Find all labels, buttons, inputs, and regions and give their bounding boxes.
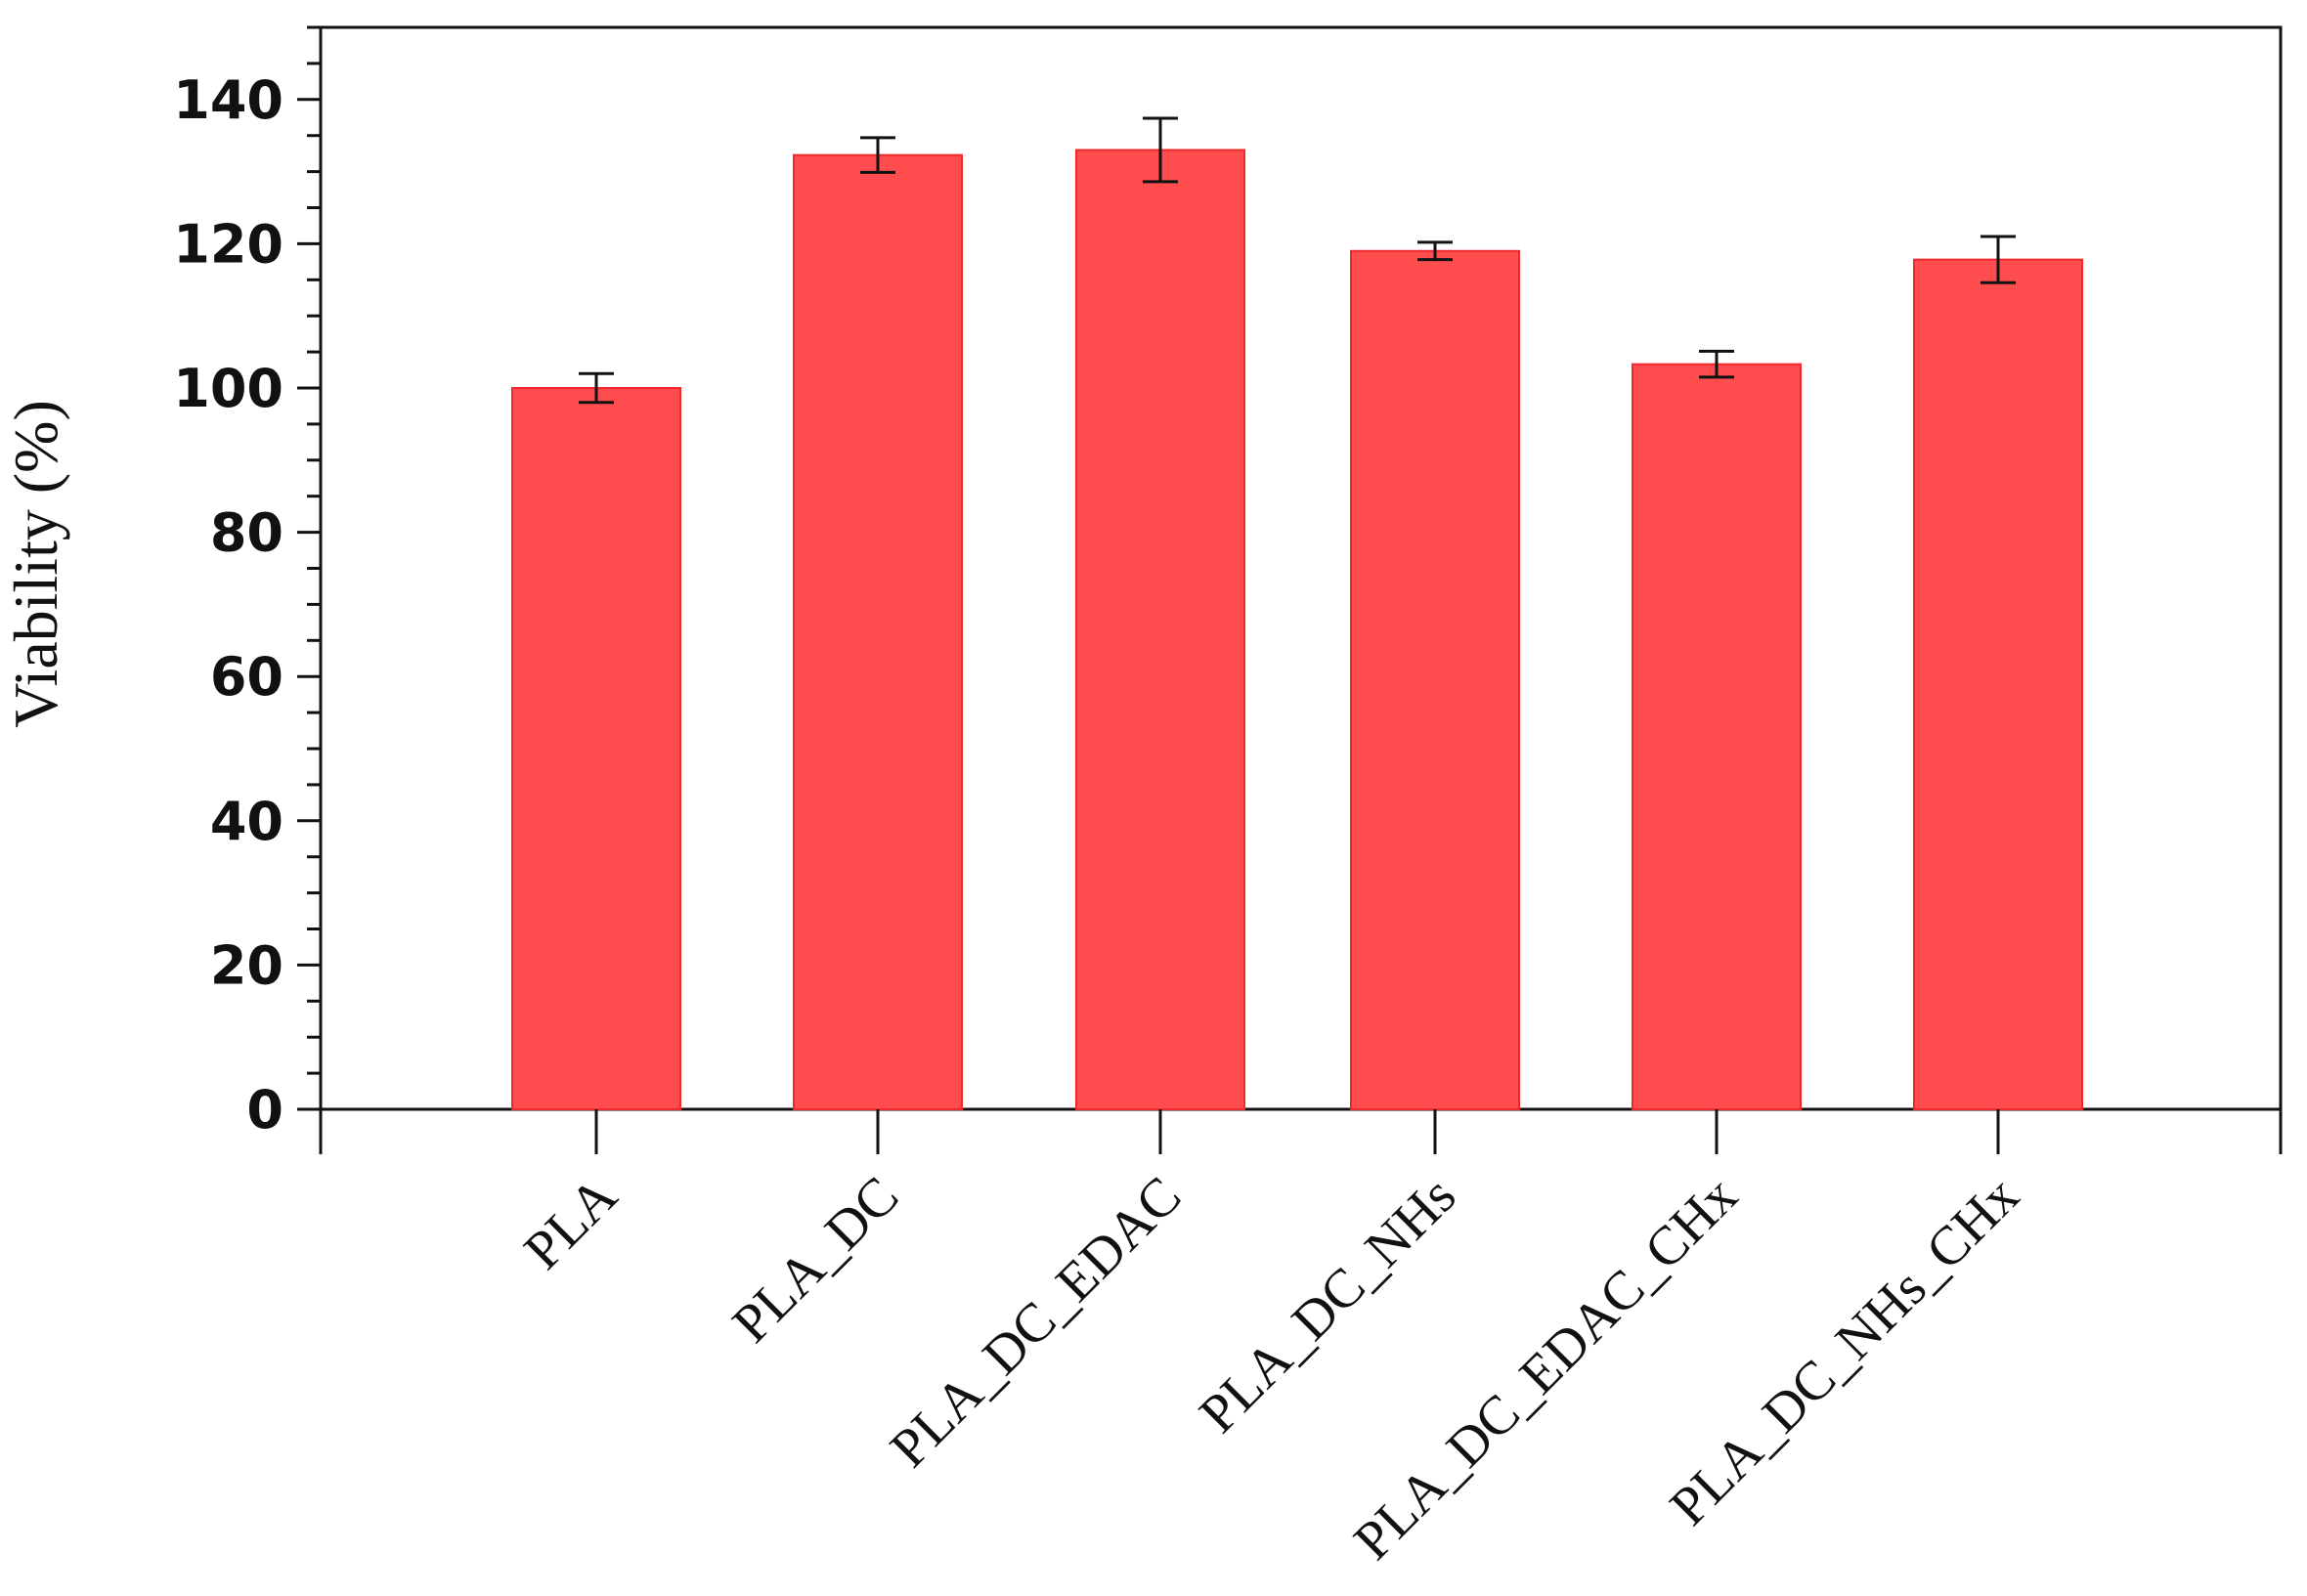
bar-pla: [511, 387, 681, 1110]
y-tick-label: 140: [173, 69, 283, 131]
error-bar-pla-dc-nhs-chx: [1981, 235, 2016, 284]
error-bar-pla-dc-edac: [1143, 116, 1178, 184]
y-tick-label: 0: [246, 1079, 283, 1141]
x-tick-label-pla-dc: PLA_DC: [721, 1165, 910, 1354]
y-tick-label: 60: [210, 646, 283, 708]
error-bar-pla-dc-edac-chx: [1699, 349, 1734, 379]
y-tick-label: 40: [210, 791, 283, 852]
error-bar-pla: [579, 371, 614, 405]
x-tick-label-pla-dc-edac: PLA_DC_EDAC: [879, 1165, 1193, 1479]
bar-pla-dc-nhs-chx: [1913, 258, 2083, 1110]
bars-layer: [511, 149, 2083, 1111]
y-axis: 0 20 40 60 80 100 120 140: [173, 25, 321, 1141]
bar-pla-dc-nhs: [1350, 249, 1520, 1110]
bar-pla-dc-edac-chx: [1632, 363, 1802, 1110]
x-tick-label-pla: PLA: [513, 1165, 630, 1281]
x-axis: PLA PLA_DCPLA_DC_EDACPLA_DC_NHsPLA_DC_EDA…: [319, 1109, 2283, 1572]
y-tick-label: 80: [210, 502, 283, 564]
error-bar-pla-dc: [860, 136, 895, 174]
y-tick-label: 100: [173, 358, 283, 419]
y-tick-label: 20: [210, 934, 283, 996]
bar-pla-dc-edac: [1075, 149, 1245, 1110]
error-bar-pla-dc-nhs: [1417, 240, 1453, 262]
bar-pla-dc: [793, 153, 963, 1111]
x-tick-label-pla-dc-nhs: PLA_DC_NHs: [1188, 1165, 1467, 1445]
y-axis-title: Viability (%): [1, 400, 70, 728]
error-bars-layer: [579, 116, 2016, 405]
y-tick-label: 120: [173, 213, 283, 275]
